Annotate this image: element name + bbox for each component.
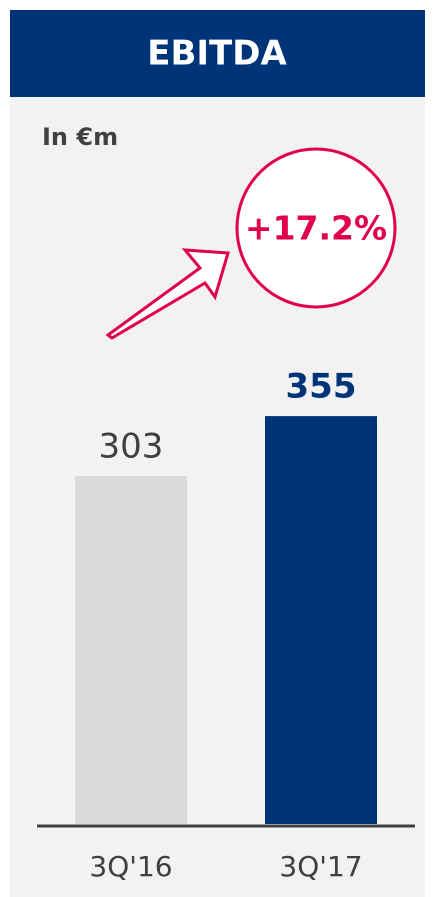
arrow — [105, 248, 230, 340]
chart-title: EBITDA — [147, 34, 287, 74]
header — [10, 10, 425, 97]
x-tick-label: 3Q'17 — [279, 850, 362, 883]
annotation: +17.2% — [245, 209, 387, 248]
value-label: 303 — [99, 426, 164, 466]
annotation-circle — [235, 147, 397, 309]
x-tick-label: 3Q'16 — [89, 850, 172, 883]
subtitle: In €m — [42, 123, 118, 151]
bar — [265, 416, 377, 824]
value-label: 355 — [286, 367, 357, 407]
bar — [75, 475, 187, 824]
